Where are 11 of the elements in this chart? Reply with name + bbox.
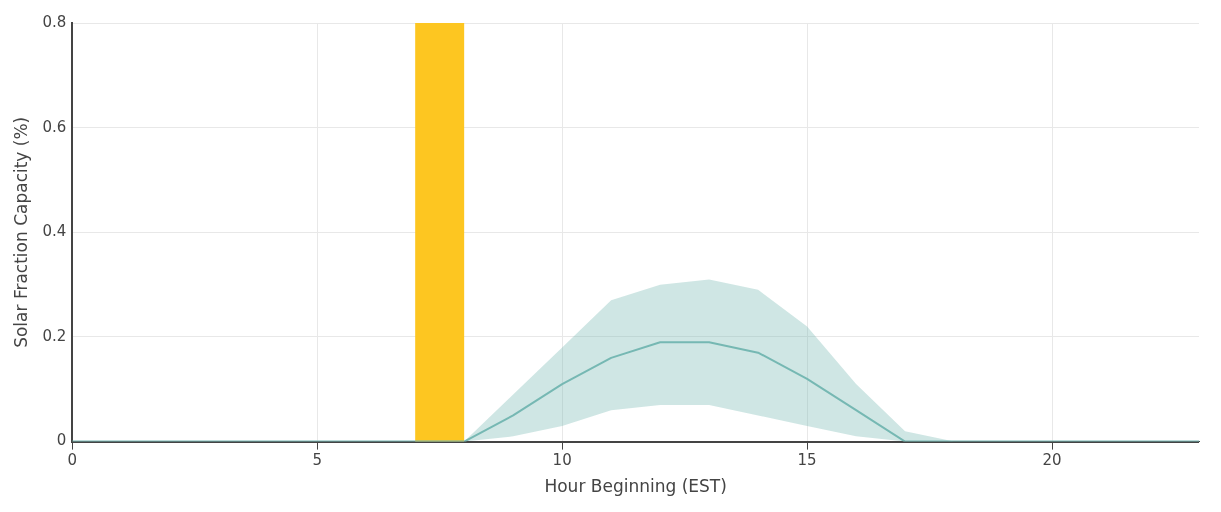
y-tick-label: 0.4: [42, 222, 67, 241]
x-tick-label: 15: [797, 451, 817, 470]
y-tick-label: 0: [56, 431, 67, 450]
x-tick-label: 10: [552, 451, 572, 470]
y-tick-label: 0.2: [42, 326, 67, 345]
x-tick-label: 20: [1042, 451, 1062, 470]
x-axis-title: Hour Beginning (EST): [544, 476, 727, 497]
y-axis-title: Solar Fraction Capacity (%): [10, 116, 31, 348]
y-tick-label: 0.6: [42, 117, 67, 136]
x-tick-label: 5: [312, 451, 322, 470]
y-tick-label: 0.8: [42, 12, 67, 31]
